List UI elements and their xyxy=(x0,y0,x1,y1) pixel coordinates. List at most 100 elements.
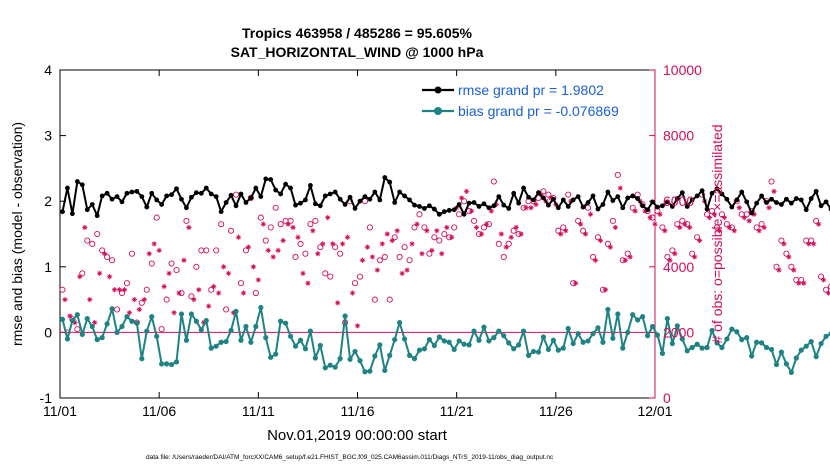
bias-point xyxy=(99,335,105,341)
obs-assimilated-point xyxy=(240,290,247,296)
rmse-point xyxy=(387,179,393,185)
rmse-point xyxy=(739,189,745,195)
obs-assimilated-point xyxy=(692,254,698,260)
bias-point xyxy=(84,316,90,322)
bias-point xyxy=(188,311,194,317)
rmse-point xyxy=(317,203,323,209)
obs-possible-point xyxy=(827,283,830,290)
rmse-point xyxy=(674,196,680,201)
bias-point xyxy=(312,355,318,361)
obs-possible-point xyxy=(391,234,398,241)
obs-assimilated-point xyxy=(419,251,425,257)
bias-point xyxy=(228,327,234,334)
obs-assimilated-point xyxy=(439,251,445,257)
obs-possible-point xyxy=(565,191,572,198)
obs-possible-point xyxy=(738,211,745,218)
rmse-point xyxy=(744,199,750,205)
obs-assimilated-point xyxy=(161,283,167,290)
obs-assimilated-point xyxy=(379,241,385,247)
bias-point xyxy=(793,355,799,361)
bias-point xyxy=(173,359,180,365)
bias-point xyxy=(486,338,492,344)
rmse-point xyxy=(709,190,715,196)
obs-possible-point xyxy=(138,299,145,306)
y-axis-label-left: rmse and bias (model - observation) xyxy=(9,122,25,346)
obs-assimilated-point xyxy=(508,234,514,240)
obs-assimilated-point xyxy=(766,205,772,211)
x-tick-label: 11/11 xyxy=(242,403,275,419)
rmse-point xyxy=(218,209,224,215)
obs-possible-point xyxy=(723,221,730,228)
obs-assimilated-point xyxy=(563,228,569,234)
bias-point xyxy=(347,356,353,362)
obs-possible-point xyxy=(560,224,567,231)
obs-possible-point xyxy=(99,247,106,254)
obs-assimilated-point xyxy=(781,241,787,247)
bias-point xyxy=(406,352,413,358)
rmse-point xyxy=(521,185,527,191)
bias-point xyxy=(768,346,775,353)
obs-possible-point xyxy=(376,257,383,264)
rmse-point xyxy=(560,197,566,203)
bias-point xyxy=(714,340,720,346)
rmse-point xyxy=(491,203,497,209)
bias-point xyxy=(154,333,160,339)
bias-point xyxy=(109,306,115,312)
rmse-point xyxy=(104,190,110,196)
rmse-point xyxy=(203,185,209,191)
obs-assimilated-point xyxy=(270,254,276,260)
obs-possible-point xyxy=(490,178,497,185)
bias-point xyxy=(694,341,700,347)
rmse-point xyxy=(476,204,482,209)
bias-point xyxy=(783,361,789,367)
obs-assimilated-point xyxy=(721,215,728,221)
bias-point xyxy=(506,340,512,346)
obs-assimilated-point xyxy=(305,280,311,286)
rmse-point xyxy=(253,185,259,191)
obs-possible-point xyxy=(758,221,765,228)
obs-assimilated-point xyxy=(77,274,83,280)
obs-assimilated-point xyxy=(409,241,415,247)
obs-possible-point xyxy=(679,217,686,224)
rmse-point xyxy=(823,199,829,205)
obs-possible-point xyxy=(451,224,458,231)
obs-assimilated-point xyxy=(459,195,465,201)
obs-assimilated-point xyxy=(622,257,628,263)
rmse-point xyxy=(426,203,432,209)
obs-possible-point xyxy=(753,224,760,231)
rmse-point xyxy=(322,193,328,199)
rmse-point xyxy=(798,197,804,203)
bias-point xyxy=(689,344,695,351)
rmse-point xyxy=(198,190,204,196)
rmse-point xyxy=(327,191,333,197)
legend-box xyxy=(418,76,647,124)
rmse-point xyxy=(545,202,551,208)
rmse-point xyxy=(208,191,214,197)
chart-title-line2: SAT_HORIZONTAL_WIND @ 1000 hPa xyxy=(231,44,484,60)
y-tick-label-right: 4000 xyxy=(663,259,694,275)
rmse-point xyxy=(169,192,174,198)
y-tick-label-right: 8000 xyxy=(663,128,694,144)
obs-assimilated-point xyxy=(285,221,291,227)
rmse-point xyxy=(541,195,546,201)
obs-assimilated-point xyxy=(662,228,668,234)
bias-point xyxy=(744,335,750,341)
rmse-point xyxy=(154,197,160,203)
rmse-point xyxy=(352,206,358,211)
rmse-point xyxy=(803,207,809,213)
obs-possible-point xyxy=(228,227,235,234)
bias-point xyxy=(223,338,229,345)
obs-possible-point xyxy=(277,221,284,228)
bias-point xyxy=(575,331,581,337)
bias-point xyxy=(729,326,735,332)
bias-point xyxy=(803,343,809,349)
obs-possible-point xyxy=(84,237,91,244)
bias-point xyxy=(699,345,705,351)
bias-point xyxy=(808,338,814,345)
obs-assimilated-point xyxy=(796,280,802,286)
obs-assimilated-point xyxy=(265,247,271,253)
bias-point xyxy=(357,358,363,364)
obs-possible-point xyxy=(818,273,825,280)
bias-point xyxy=(367,368,373,374)
obs-assimilated-point xyxy=(72,319,78,326)
